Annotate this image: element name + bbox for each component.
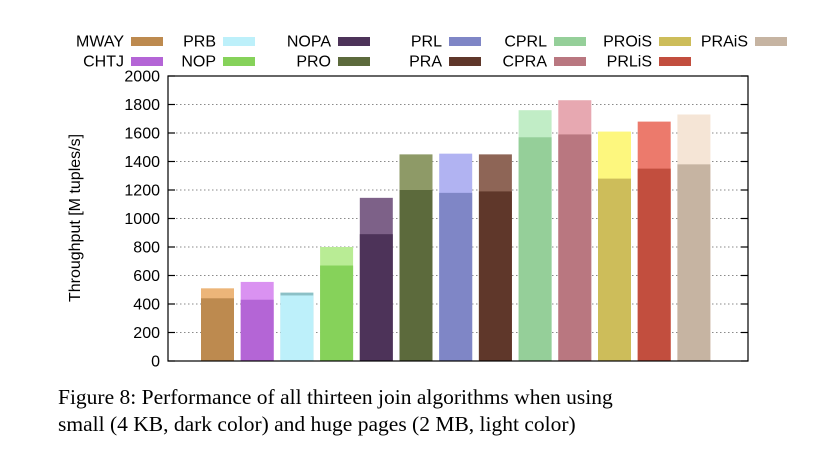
- legend-label-cprl: CPRL: [504, 34, 547, 51]
- legend-label-pro: PRO: [296, 54, 331, 71]
- y-axis: 0 200 400 600 800 1000 1200 1400 1600 1800 2000: [124, 69, 749, 371]
- legend-swatch-prb: [223, 37, 255, 46]
- legend-swatch-prlis: [659, 57, 691, 66]
- caption-line-2: small (4 KB, dark color) and huge pages …: [58, 412, 576, 436]
- legend-swatch-pro: [338, 57, 370, 66]
- y-axis-title: Throughput [M tuples/s]: [67, 134, 84, 302]
- legend-label-prois: PROiS: [603, 34, 652, 51]
- legend-swatch-nop: [223, 57, 255, 66]
- y-tick-label: 600: [133, 268, 160, 285]
- y-tick-label: 800: [133, 240, 160, 257]
- legend-label-prb: PRB: [183, 34, 216, 51]
- legend-swatch-prais: [755, 37, 787, 46]
- bar-small-prl: [439, 192, 473, 361]
- legend-label-pra: PRA: [409, 54, 442, 71]
- figure-caption: Figure 8: Performance of all thirteen jo…: [58, 384, 798, 438]
- y-tick-label: 1800: [124, 97, 160, 114]
- bar-small-pra: [478, 191, 512, 361]
- legend: MWAY PRB NOPA PRL CPRL PROiS PRAiS CHTJ NOP PRO PR…: [76, 34, 787, 71]
- legend-swatch-chtj: [131, 57, 163, 66]
- caption-line-1: Figure 8: Performance of all thirteen jo…: [58, 385, 613, 409]
- legend-label-nopa: NOPA: [287, 34, 331, 51]
- y-tick-label: 1000: [124, 211, 160, 228]
- bar-small-mway: [201, 298, 234, 361]
- y-tick-label: 1200: [124, 183, 160, 200]
- legend-label-nop: NOP: [181, 54, 216, 71]
- y-tick-label: 1400: [124, 154, 160, 171]
- bar-small-chtj: [240, 299, 274, 361]
- legend-swatch-nopa: [338, 37, 370, 46]
- legend-label-mway: MWAY: [76, 34, 124, 51]
- y-tick-label: 2000: [124, 69, 160, 86]
- bar-small-prais: [677, 164, 711, 361]
- legend-swatch-prois: [659, 37, 691, 46]
- legend-label-cpra: CPRA: [503, 54, 548, 71]
- legend-label-prl: PRL: [411, 34, 442, 51]
- bar-small-prb: [280, 295, 314, 361]
- bar-small-prlis: [637, 168, 671, 361]
- bar-small-cpra: [558, 134, 592, 361]
- chart-svg: 0 200 400 600 800 1000 1200 1400 1600 1800 2000 MW…: [67, 34, 787, 371]
- y-tick-label: 200: [133, 325, 160, 342]
- bar-small-pro: [399, 190, 433, 361]
- legend-swatch-cprl: [554, 37, 586, 46]
- bar-small-cprl: [518, 137, 552, 361]
- bar-small-nop: [320, 265, 354, 361]
- y-tick-label: 1600: [124, 126, 160, 143]
- legend-swatch-pra: [449, 57, 481, 66]
- y-tick-label: 0: [151, 354, 160, 371]
- y-tick-label: 400: [133, 297, 160, 314]
- legend-swatch-cpra: [554, 57, 586, 66]
- legend-swatch-mway: [131, 37, 163, 46]
- bar-small-nopa: [359, 234, 393, 361]
- legend-swatch-prl: [449, 37, 481, 46]
- legend-label-prais: PRAiS: [701, 34, 748, 51]
- bars: [201, 100, 711, 361]
- legend-label-chtj: CHTJ: [83, 54, 124, 71]
- legend-label-prlis: PRLiS: [607, 54, 652, 71]
- plot-frame: [167, 75, 749, 362]
- bar-small-prois: [598, 178, 631, 361]
- bar-chart: 0 200 400 600 800 1000 1200 1400 1600 1800 2000 MW…: [67, 34, 787, 371]
